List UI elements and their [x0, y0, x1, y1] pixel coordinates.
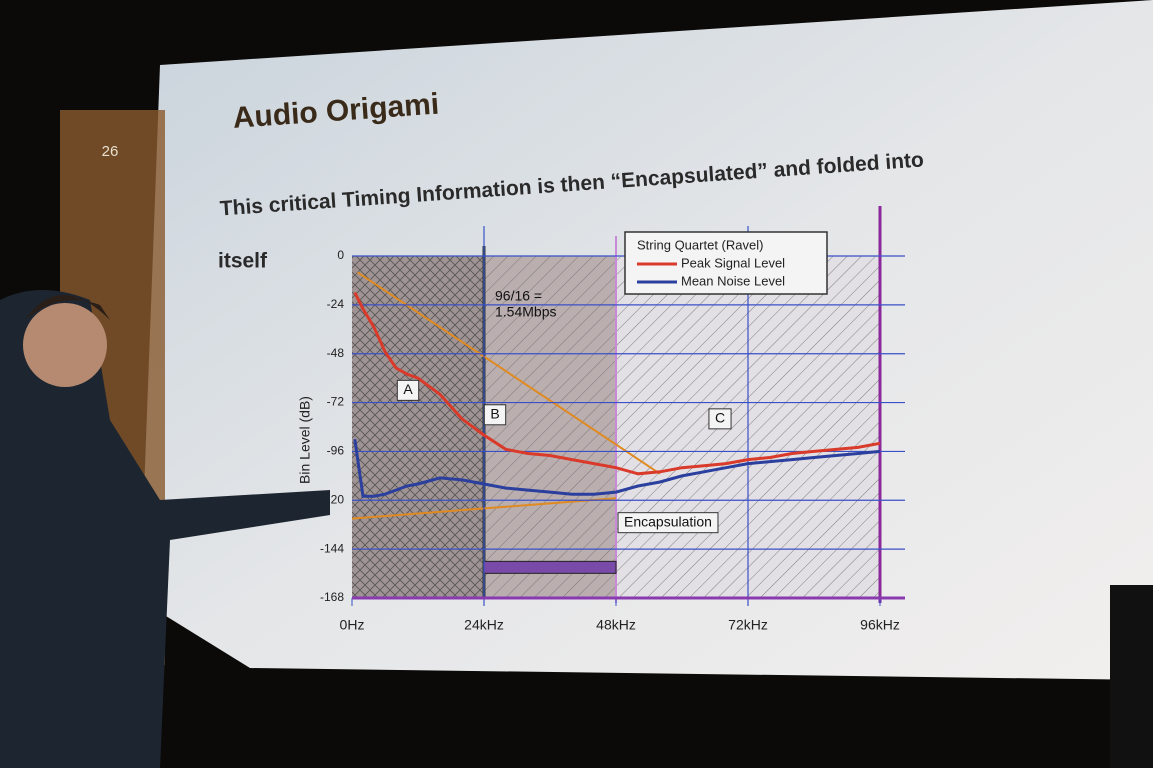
annotation: 96/16 = — [495, 287, 542, 303]
speaker — [1110, 585, 1153, 768]
y-tick-label: -48 — [327, 346, 345, 360]
presenter — [0, 290, 330, 768]
legend-title: String Quartet (Ravel) — [637, 237, 763, 252]
fold-line — [356, 271, 661, 475]
y-tick-label: -168 — [320, 590, 344, 604]
x-tick-label: 24kHz — [464, 617, 504, 633]
y-axis-label: Bin Level (dB) — [297, 396, 313, 484]
y-tick-label: -144 — [320, 541, 344, 555]
annotation: C — [715, 410, 725, 426]
y-tick-label: -96 — [327, 444, 345, 458]
x-tick-label: 72kHz — [728, 617, 768, 633]
annotation-box — [617, 512, 719, 534]
annotation-box — [483, 404, 507, 426]
annotation-box — [396, 379, 420, 401]
region-a-pattern — [352, 256, 484, 598]
series-line — [353, 291, 881, 476]
region-b-pattern — [484, 256, 616, 598]
y-tick-label: -24 — [327, 297, 345, 311]
legend-label: Peak Signal Level — [681, 255, 785, 270]
legend-label: Mean Noise Level — [681, 273, 785, 288]
annotation: A — [403, 381, 413, 397]
x-tick-label: 96kHz — [860, 617, 900, 633]
slide-number: 26 — [102, 143, 119, 160]
presenter-head — [23, 303, 107, 387]
x-tick-label: 0Hz — [340, 617, 365, 633]
y-tick-label: -72 — [327, 395, 345, 409]
annotation: 1.54Mbps — [495, 304, 556, 320]
annotation: B — [490, 405, 499, 421]
y-tick-label: 0 — [337, 248, 344, 262]
presenter-hair — [25, 295, 110, 320]
body-text: itself — [218, 250, 268, 273]
annotation: Encapsulation — [624, 513, 712, 529]
annotation-box — [708, 408, 732, 430]
series-line — [353, 438, 881, 498]
x-tick-label: 48kHz — [596, 617, 636, 633]
encapsulated-block — [483, 560, 617, 574]
